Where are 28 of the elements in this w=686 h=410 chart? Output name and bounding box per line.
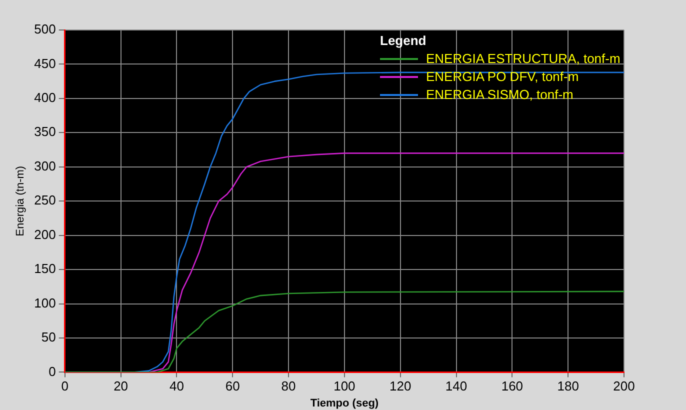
x-tick-label: 0 — [61, 378, 69, 394]
legend-title: Legend — [380, 32, 428, 50]
legend-label: ENERGIA PO DFV, tonf-m — [426, 68, 579, 86]
y-tick-label: 450 — [34, 56, 56, 71]
x-tick-label: 100 — [334, 378, 356, 394]
y-tick-label: 0 — [48, 364, 56, 379]
y-tick-label: 300 — [34, 158, 56, 174]
x-tick-label: 80 — [281, 378, 296, 394]
y-tick-label: 50 — [41, 330, 56, 345]
y-tick-label: 200 — [34, 226, 56, 242]
legend-label: ENERGIA ESTRUCTURA, tonf-m — [426, 50, 620, 68]
x-tick-label: 60 — [225, 378, 240, 394]
x-axis-title: Tiempo (seg) — [310, 397, 379, 410]
y-axis-title: Energia (tn-m) — [14, 166, 27, 236]
x-tick-label: 40 — [169, 378, 184, 394]
y-tick-label: 500 — [34, 22, 56, 37]
legend-label: ENERGIA SISMO, tonf-m — [426, 86, 574, 104]
y-tick-label: 100 — [34, 295, 56, 310]
y-tick-label: 150 — [34, 261, 56, 276]
y-tick-label: 400 — [34, 90, 56, 106]
x-tick-label: 20 — [114, 378, 128, 394]
x-tick-label: 140 — [445, 378, 468, 394]
y-tick-label: 250 — [34, 192, 56, 208]
x-tick-label: 180 — [557, 378, 579, 394]
y-tick-label: 350 — [34, 124, 56, 140]
x-tick-label: 160 — [501, 378, 524, 394]
x-tick-label: 120 — [390, 378, 412, 394]
x-tick-label: 200 — [613, 378, 635, 394]
